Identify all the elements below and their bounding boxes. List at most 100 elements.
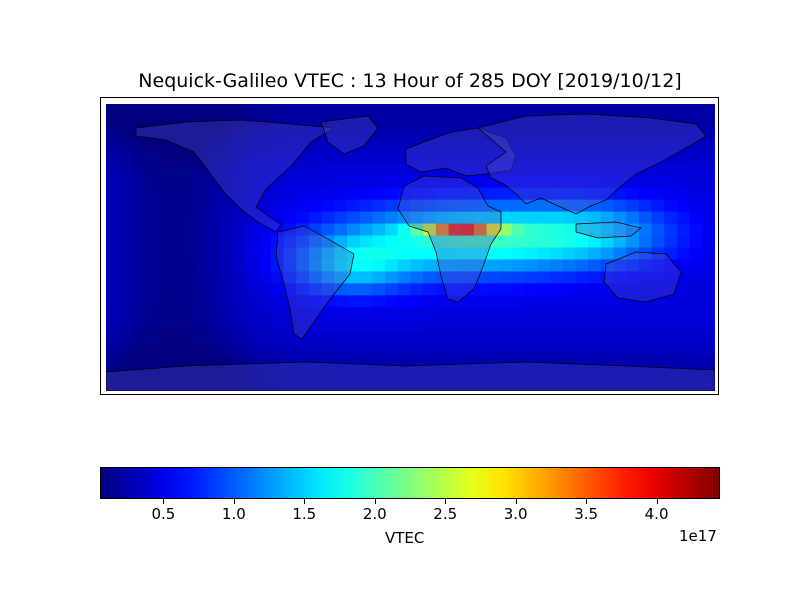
heatmap-cell (702, 127, 715, 141)
heatmap-cell (131, 163, 145, 177)
heatmap-cell (410, 319, 424, 332)
heatmap-cell (473, 163, 488, 177)
heatmap-cell (194, 115, 209, 129)
heatmap-cell (613, 331, 627, 344)
heatmap-cell (334, 355, 348, 368)
heatmap-cell (550, 355, 564, 368)
heatmap-cell (296, 367, 310, 380)
heatmap-cell (537, 367, 551, 380)
heatmap-cell (512, 367, 526, 380)
heatmap-cell (410, 211, 424, 225)
heatmap-cell (283, 295, 297, 308)
heatmap-cell (512, 307, 526, 320)
heatmap-cell (473, 139, 488, 153)
heatmap-cell (372, 223, 386, 237)
heatmap-cell (626, 151, 640, 165)
heatmap-cell (524, 211, 538, 225)
heatmap-cell (562, 163, 577, 177)
heatmap-cell (296, 139, 310, 153)
heatmap-cell (270, 379, 285, 391)
heatmap-cell (702, 283, 715, 296)
heatmap-cell (156, 271, 171, 284)
heatmap-cell (550, 283, 564, 296)
heatmap-cell (245, 151, 259, 165)
heatmap-cell (296, 343, 310, 356)
heatmap-cell (689, 307, 703, 320)
heatmap-cell (537, 127, 551, 141)
heatmap-cell (359, 127, 374, 141)
heatmap-cell (385, 163, 399, 177)
heatmap-cell (537, 307, 551, 320)
heatmap-cell (194, 235, 209, 249)
heatmap-cell (397, 331, 412, 344)
heatmap-cell (144, 115, 158, 129)
heatmap-cell (397, 104, 412, 117)
heatmap-cell (575, 187, 589, 201)
heatmap-cell (664, 271, 678, 284)
heatmap-cell (347, 127, 361, 141)
heatmap-cell (232, 199, 247, 213)
heatmap-cell (245, 175, 259, 189)
heatmap-cell (651, 175, 665, 189)
colorbar-tick-label: 1.5 (292, 505, 317, 523)
heatmap-cell (385, 379, 399, 391)
heatmap-cell (575, 139, 589, 153)
heatmap-cell (473, 367, 488, 380)
heatmap-cell (258, 104, 272, 117)
heatmap-cell (359, 223, 374, 237)
heatmap-cell (106, 295, 120, 308)
heatmap-cell (309, 343, 323, 356)
heatmap-cell (372, 139, 386, 153)
heatmap-cell (435, 163, 450, 177)
heatmap-cell (512, 319, 526, 332)
heatmap-cell (651, 355, 665, 368)
heatmap-cell (232, 319, 247, 332)
heatmap-cell (385, 283, 399, 296)
heatmap-cell (676, 223, 691, 237)
heatmap-cell (689, 367, 703, 380)
heatmap-cell (372, 367, 386, 380)
heatmap-cell (499, 115, 513, 129)
heatmap-cell (194, 104, 209, 117)
heatmap-cell (270, 271, 285, 284)
heatmap-cell (562, 379, 577, 391)
heatmap-cell (588, 331, 602, 344)
heatmap-cell (321, 331, 335, 344)
heatmap-cell (194, 127, 209, 141)
heatmap-cell (245, 187, 259, 201)
heatmap-cell (182, 283, 196, 296)
heatmap-cell (435, 379, 450, 391)
heatmap-cell (385, 115, 399, 129)
heatmap-cell (435, 247, 450, 261)
heatmap-cell (372, 271, 386, 284)
heatmap-cell (651, 271, 665, 284)
heatmap-cell (626, 271, 640, 284)
heatmap-cell (423, 223, 437, 237)
heatmap-cell (144, 223, 158, 237)
heatmap-cell (512, 259, 526, 273)
heatmap-cell (512, 223, 526, 237)
heatmap-cell (194, 271, 209, 284)
heatmap-cell (638, 187, 653, 201)
heatmap-cell (524, 235, 538, 249)
heatmap-cell (651, 127, 665, 141)
heatmap-cell (220, 223, 234, 237)
heatmap-cell (207, 355, 221, 368)
heatmap-cell (448, 367, 462, 380)
heatmap-cell (600, 319, 615, 332)
heatmap-cell (524, 307, 538, 320)
heatmap-cell (512, 127, 526, 141)
heatmap-cell (131, 115, 145, 129)
heatmap-cell (512, 139, 526, 153)
heatmap-cell (600, 163, 615, 177)
heatmap-cell (486, 187, 500, 201)
heatmap-cell (524, 295, 538, 308)
heatmap-cell (106, 247, 120, 261)
heatmap-cell (664, 187, 678, 201)
heatmap-cell (347, 331, 361, 344)
heatmap-cell (359, 163, 374, 177)
heatmap-cell (131, 151, 145, 165)
heatmap-cell (169, 175, 183, 189)
heatmap-cell (600, 139, 615, 153)
heatmap-cell (131, 211, 145, 225)
